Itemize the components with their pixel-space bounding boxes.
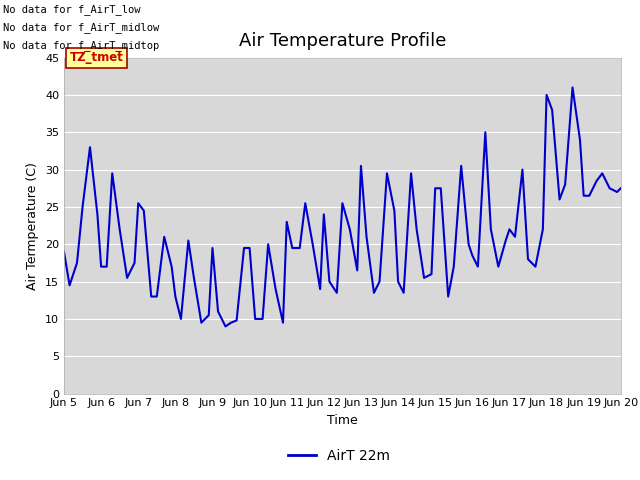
AirT 22m [131,260,138,266]
AirT 22m [613,189,621,195]
AirT 22m [60,249,68,254]
AirT 22m [569,84,577,90]
Text: No data for f_AirT_low: No data for f_AirT_low [3,4,141,15]
Legend: AirT 22m: AirT 22m [283,443,396,468]
Line: AirT 22m: AirT 22m [64,87,621,326]
AirT 22m [221,324,229,329]
Title: Air Temperature Profile: Air Temperature Profile [239,33,446,50]
AirT 22m [390,208,398,214]
AirT 22m [617,185,625,191]
Text: No data for f_AirT_midlow: No data for f_AirT_midlow [3,22,159,33]
AirT 22m [539,227,547,232]
AirT 22m [190,275,198,281]
Text: TZ_tmet: TZ_tmet [70,51,124,64]
X-axis label: Time: Time [327,414,358,427]
AirT 22m [205,312,212,318]
Text: No data for f_AirT_midtop: No data for f_AirT_midtop [3,40,159,51]
Y-axis label: Air Termperature (C): Air Termperature (C) [26,162,40,289]
